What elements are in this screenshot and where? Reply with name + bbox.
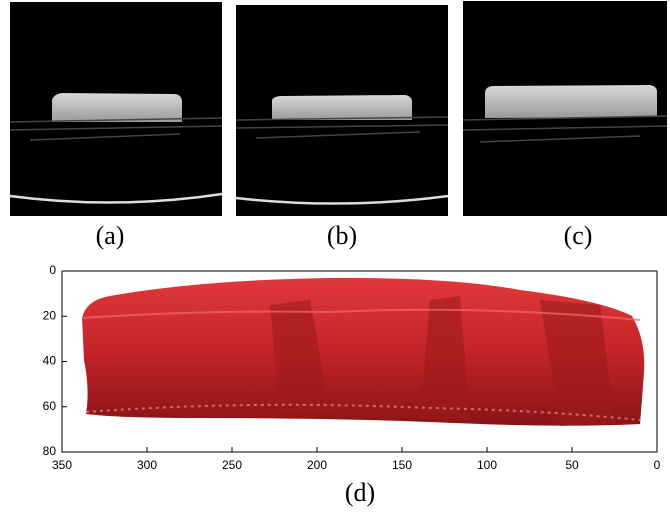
x-tick-label: 350: [52, 458, 72, 472]
ct-panel-a: [10, 2, 222, 216]
y-tick-label: 80: [43, 444, 57, 458]
y-tick-label: 0: [49, 263, 56, 277]
x-tick-label: 250: [222, 458, 242, 472]
x-tick-label: 0: [654, 458, 661, 472]
x-tick-label: 300: [137, 458, 157, 472]
figure: (a) (b) (c) (d) 350 300 250 200 150 100 50 0 0 20…: [0, 0, 670, 514]
x-tick-label: 200: [307, 458, 327, 472]
panel-label: (a): [96, 221, 125, 250]
render-3d: [82, 278, 644, 426]
ct-panel-b: [236, 5, 448, 216]
x-tick-label: 50: [565, 458, 579, 472]
y-tick-label: 20: [43, 308, 57, 322]
panel-label: (b): [327, 221, 357, 250]
panel-label: (d): [345, 478, 375, 507]
ct-panel-c: [463, 1, 667, 216]
panel-label: (c): [564, 221, 593, 250]
x-tick-label: 150: [392, 458, 412, 472]
y-tick-label: 40: [43, 354, 57, 368]
x-tick-label: 100: [477, 458, 497, 472]
y-tick-label: 60: [43, 399, 57, 413]
